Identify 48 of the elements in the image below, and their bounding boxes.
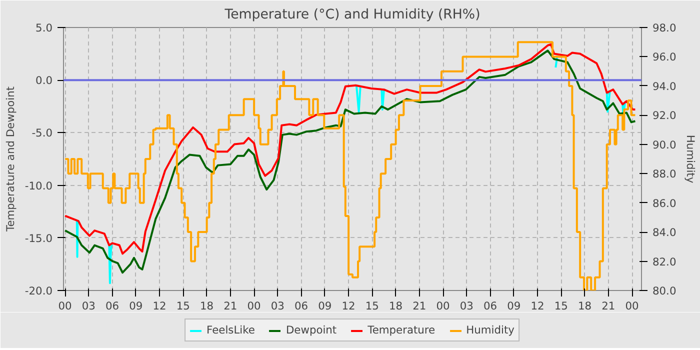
y2-tick-label: 92.0 [652,109,676,122]
y-tick-label: -20.0 [24,284,53,298]
y2-tick-label: 84.0 [652,226,676,240]
x-tick-label: 12 [530,300,544,312]
y-tick-label: -15.0 [24,232,53,245]
x-tick-label: 18 [578,300,592,312]
x-tick-label: 21 [412,300,426,312]
legend-label: FeelsLike [206,324,255,336]
x-tick-label: 21 [602,300,616,312]
y2-tick-label: 94.0 [652,80,676,93]
x-tick-label: 00 [58,300,72,312]
x-tick-label: 15 [554,300,568,312]
y-tick-label: -5.0 [32,126,53,140]
x-tick-label: 00 [436,300,450,312]
x-tick-label: 06 [294,300,308,312]
y2-tick-label: 82.0 [652,255,676,268]
y-tick-label: 0.0 [36,74,53,88]
x-tick-label: 18 [389,300,403,312]
y2-axis-title: Humidity [684,134,698,184]
y2-tick-label: 96.0 [652,50,676,64]
y2-tick-label: 80.0 [652,284,676,298]
y2-tick-label: 88.0 [652,168,676,181]
y-tick-label: -10.0 [24,179,53,192]
y2-tick-label: 86.0 [652,196,676,210]
x-tick-label: 12 [152,300,166,312]
x-tick-label: 18 [200,300,214,312]
legend-label: Humidity [466,324,514,336]
legend-label: Temperature [368,324,436,336]
y-axis-title: Temperature and Dewpoint [4,86,17,232]
x-tick-label: 12 [342,300,356,312]
y2-tick-label: 98.0 [652,22,676,34]
chart-title: Temperature (°C) and Humidity (RH%) [224,8,480,22]
x-tick-label: 03 [460,300,474,312]
x-tick-label: 09 [129,300,143,312]
x-tick-label: 03 [270,300,284,312]
legend-label: Dewpoint [286,324,337,336]
y-tick-label: 5.0 [36,22,53,34]
x-tick-label: 06 [106,300,120,312]
x-tick-label: 15 [176,300,190,312]
x-tick-label: 09 [507,300,521,312]
x-tick-label: 06 [484,300,498,312]
y2-tick-label: 90.0 [652,138,676,152]
x-tick-label: 03 [82,300,96,312]
x-tick-label: 21 [224,300,238,312]
x-tick-label: 09 [318,300,332,312]
x-tick-label: 00 [247,300,262,312]
x-tick-label: 00 [625,300,640,312]
x-tick-label: 15 [365,300,379,312]
